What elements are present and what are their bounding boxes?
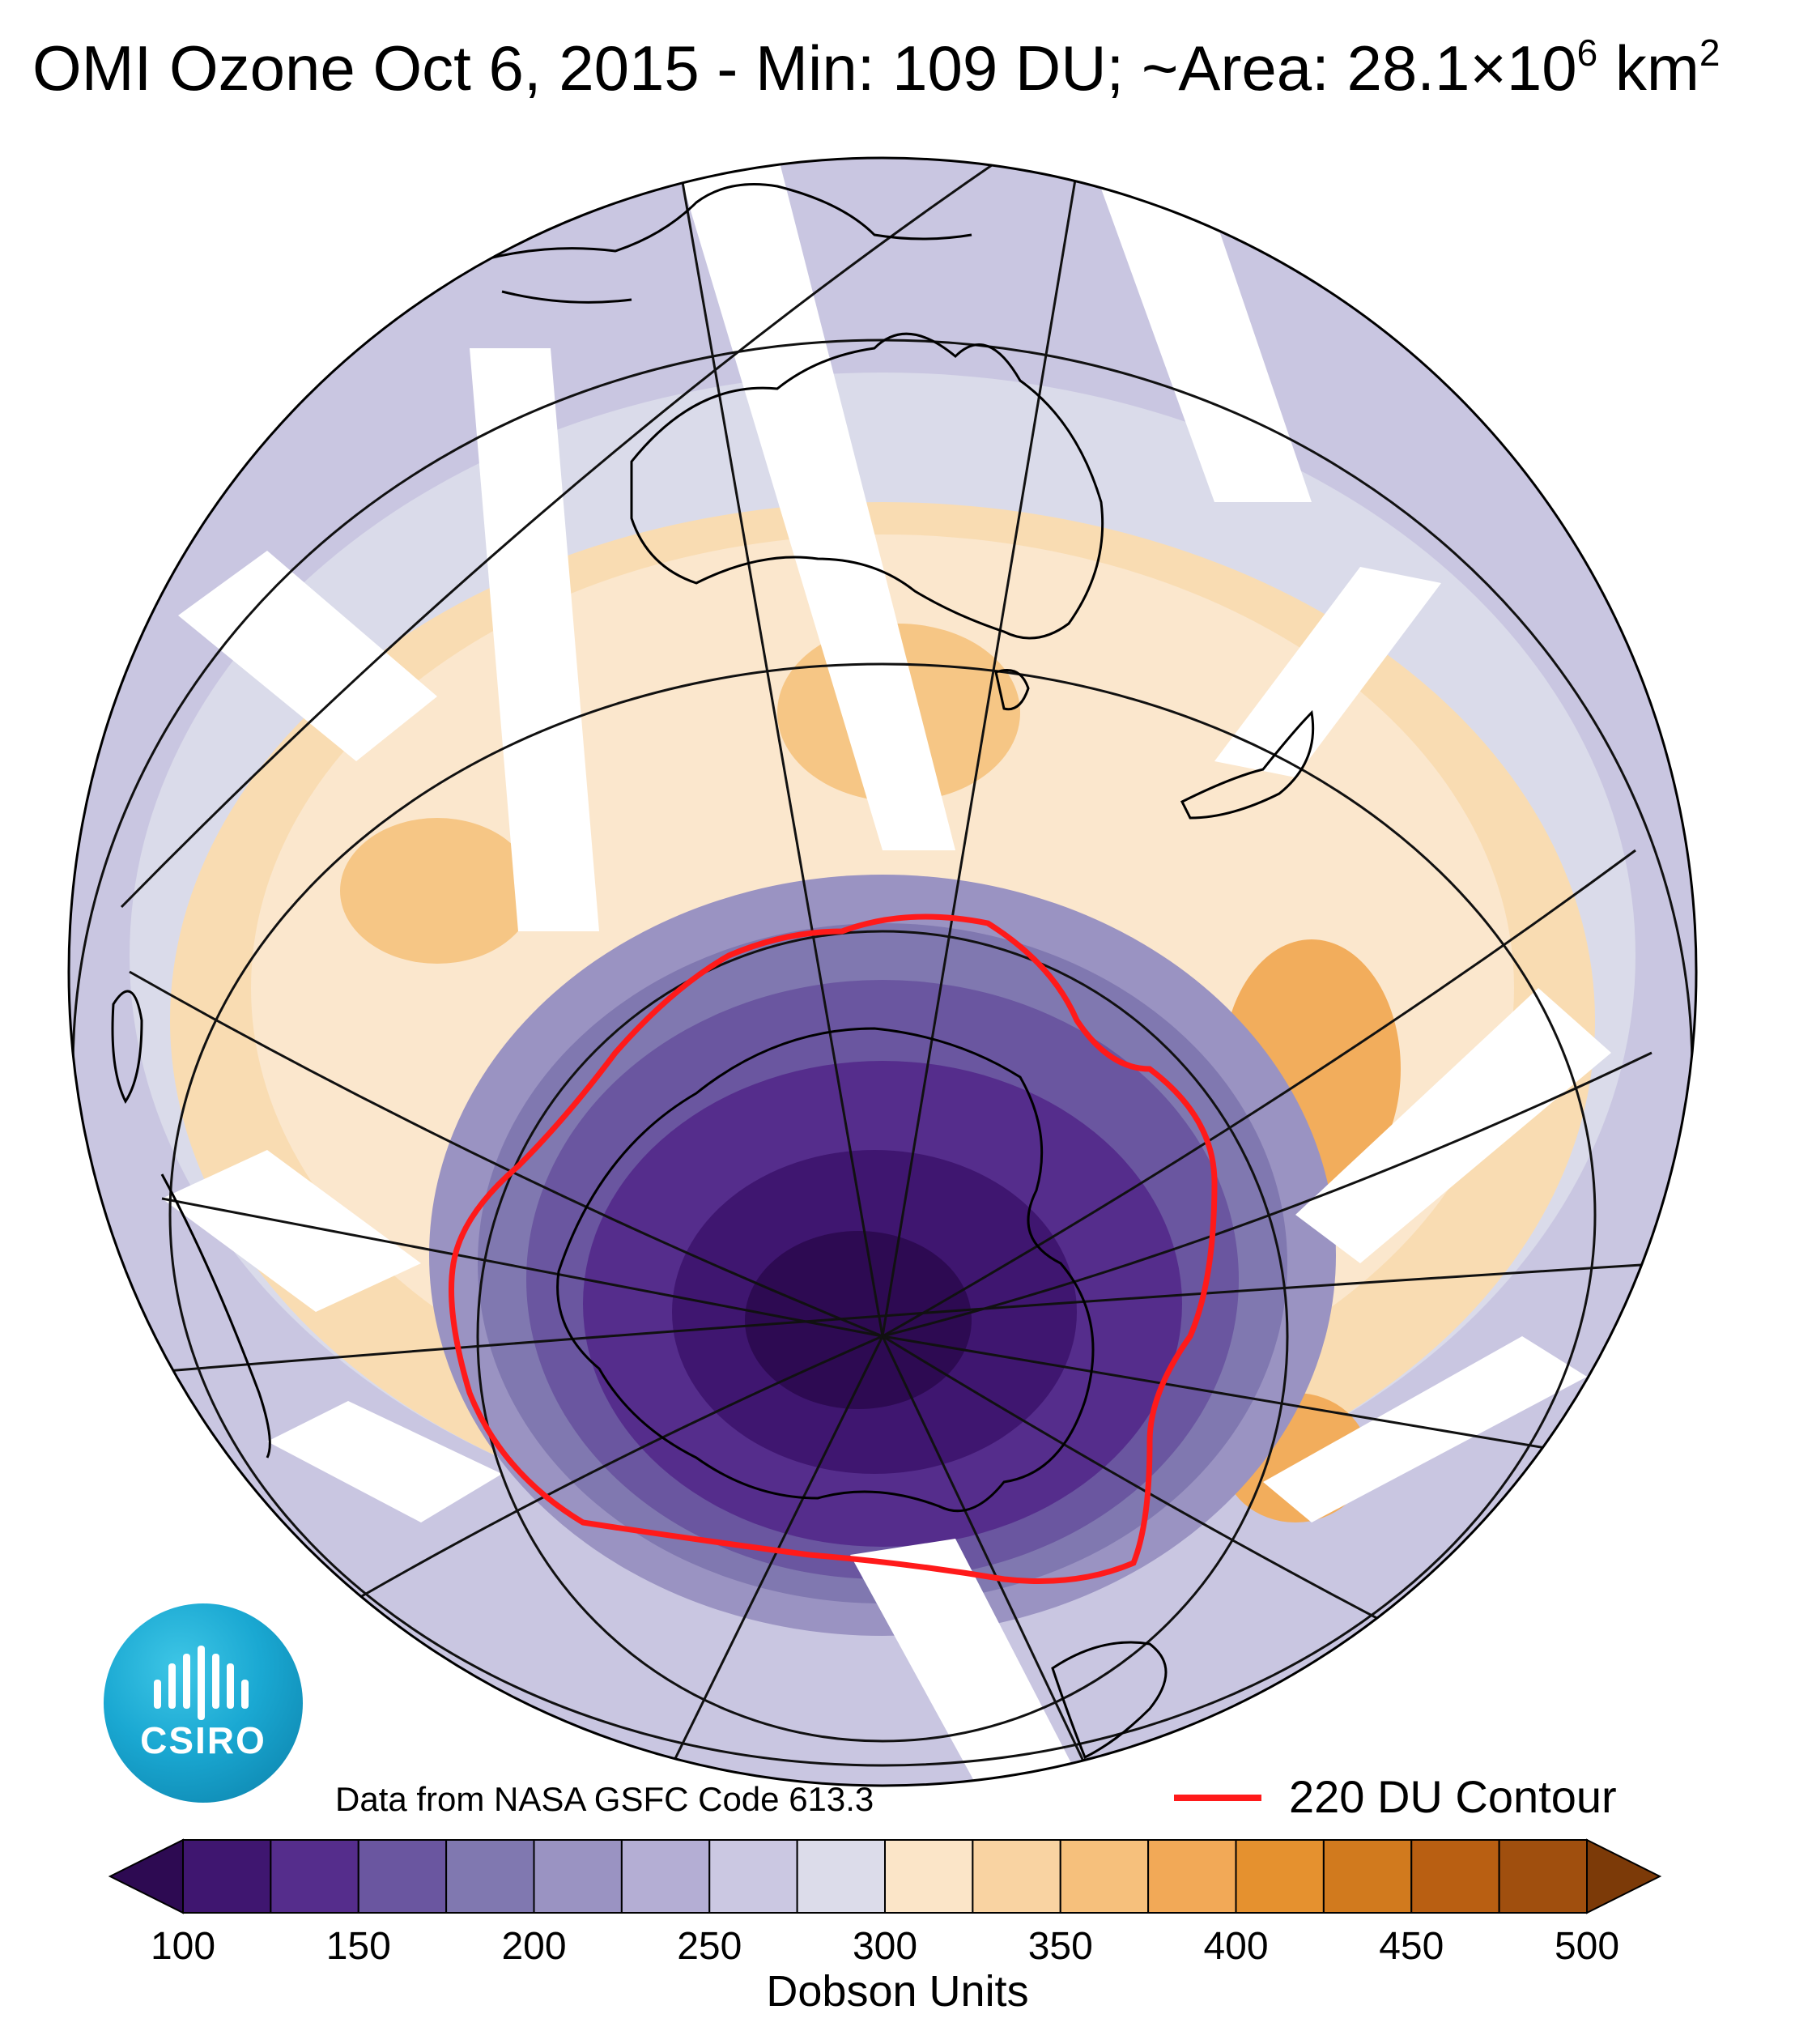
- colorbar-bin: [620, 1839, 711, 1914]
- colorbar-bin: [796, 1839, 886, 1914]
- colorbar-bin: [1059, 1839, 1150, 1914]
- csiro-logo-text: CSIRO: [140, 1719, 266, 1761]
- globe-outline: [67, 156, 1698, 1787]
- csiro-logo: CSIRO: [104, 1603, 303, 1803]
- colorbar-bin: [1147, 1839, 1237, 1914]
- colorbar-units-label: Dobson Units: [766, 1967, 1029, 2016]
- colorbar-tick-label: 200: [501, 1925, 567, 1968]
- new-zealand-coast: [1180, 709, 1315, 820]
- colorbar-bin: [533, 1839, 623, 1914]
- colorbar-bin: [1235, 1839, 1325, 1914]
- colorbar-arrow-low: [108, 1838, 184, 1914]
- colorbar-tick-label: 450: [1379, 1925, 1444, 1968]
- colorbar-arrow-high: [1586, 1838, 1662, 1914]
- colorbar-tick-label: 300: [852, 1925, 918, 1968]
- page-title: OMI Ozone Oct 6, 2015 - Min: 109 DU; ~Ar…: [32, 32, 1721, 104]
- colorbar-bin: [1498, 1839, 1588, 1914]
- contour-220du: [449, 913, 1218, 1584]
- data-credit: Data from NASA GSFC Code 613.3: [335, 1780, 874, 1818]
- colorbar-bin: [1410, 1839, 1500, 1914]
- no-data-swaths: [162, 158, 1611, 1786]
- colorbar-tick-label: 250: [677, 1925, 742, 1968]
- colorbar-bin: [445, 1839, 535, 1914]
- contour-legend-swatch: [1174, 1795, 1261, 1801]
- colorbar-tick-label: 350: [1027, 1925, 1093, 1968]
- antarctica-coast: [556, 1027, 1095, 1513]
- colorbar-bin: [182, 1839, 272, 1914]
- colorbar-bin: [972, 1839, 1061, 1914]
- tasmania-coast: [994, 669, 1030, 711]
- csiro-bars-icon: [154, 1646, 249, 1720]
- colorbar-tick-label: 500: [1554, 1925, 1620, 1968]
- contour-legend-label: 220 DU Contour: [1289, 1771, 1617, 1822]
- africa-coast: [160, 1173, 271, 1458]
- colorbar-bin: [270, 1839, 359, 1914]
- colorbar-bin: [1322, 1839, 1413, 1914]
- colorbar-bin: [357, 1839, 448, 1914]
- colorbar-tick-label: 400: [1203, 1925, 1269, 1968]
- australia-coast: [630, 332, 1104, 640]
- colorbar-bin: [708, 1839, 798, 1914]
- colorbar-tick-label: 100: [150, 1925, 216, 1968]
- colorbar-bin: [884, 1839, 974, 1914]
- south-america-coast: [1051, 1641, 1168, 1760]
- colorbar-tick-label: 150: [325, 1925, 391, 1968]
- madagascar-coast: [111, 990, 143, 1104]
- coastlines: [111, 183, 1315, 1760]
